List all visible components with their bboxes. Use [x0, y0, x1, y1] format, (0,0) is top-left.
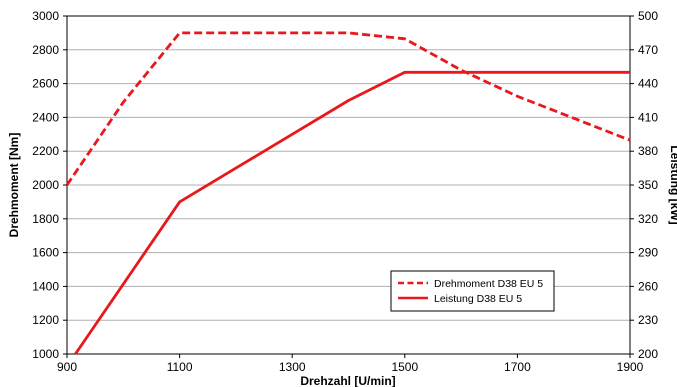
y2-tick-label: 260	[638, 279, 658, 293]
x-tick-label: 1500	[391, 360, 418, 374]
y2-tick-label: 290	[638, 246, 658, 260]
x-tick-label: 1100	[167, 360, 193, 374]
y-tick-label: 2000	[32, 178, 59, 192]
y-tick-label: 1200	[32, 313, 59, 327]
y-tick-label: 1400	[32, 279, 59, 293]
series-line-leistung	[74, 70, 630, 355]
x-tick-label: 1900	[617, 360, 644, 374]
y2-tick-label: 350	[638, 178, 658, 192]
y2-tick-label: 500	[638, 9, 658, 23]
y2-tick-label: 380	[638, 144, 658, 158]
y2-tick-label: 440	[638, 77, 658, 91]
y-tick-label: 1800	[32, 212, 59, 226]
x-tick-label: 1300	[279, 360, 306, 374]
series-lines	[65, 31, 631, 355]
legend-label-power: Leistung D38 EU 5	[434, 293, 522, 305]
y-tick-label: 2200	[32, 144, 59, 158]
legend-box	[390, 270, 555, 312]
x-tick-label: 1700	[504, 360, 531, 374]
y-tick-label: 3000	[32, 9, 59, 23]
y2-tick-label: 230	[638, 313, 658, 327]
axis-ticks: 1000 1200 1400 1600 1800 2000 2200 2400 2600 2800…	[32, 9, 658, 374]
y-tick-label: 2800	[32, 43, 59, 57]
y-tick-label: 2600	[32, 77, 59, 91]
y-tick-label: 1000	[32, 347, 59, 361]
y2-tick-label: 410	[638, 110, 658, 124]
y-axis-title: Drehmoment [Nm]	[7, 133, 21, 238]
x-axis-title: Drehzahl [U/min]	[300, 374, 395, 387]
y-tick-label: 1600	[32, 246, 59, 260]
y2-tick-label: 200	[638, 347, 658, 361]
legend: Drehmoment D38 EU 5 Leistung D38 EU 5	[390, 270, 555, 312]
y2-tick-label: 470	[638, 43, 658, 57]
series-line-drehmoment	[65, 31, 631, 186]
gridlines	[67, 49, 630, 321]
y2-tick-label: 320	[638, 212, 658, 226]
x-tick-label: 900	[57, 360, 77, 374]
y2-axis-title: Leistung [kW]	[668, 145, 677, 224]
legend-label-torque: Drehmoment D38 EU 5	[434, 278, 543, 290]
y-tick-label: 2400	[32, 110, 59, 124]
